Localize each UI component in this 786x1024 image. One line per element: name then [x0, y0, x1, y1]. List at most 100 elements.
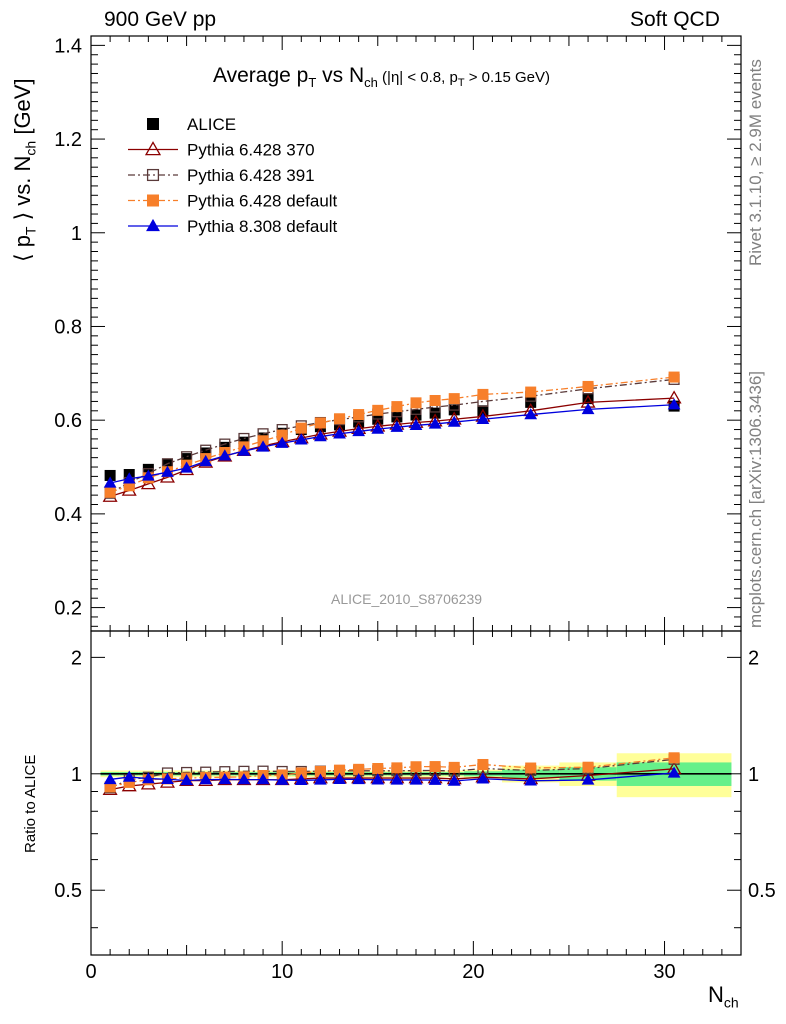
ratio-data-point	[668, 752, 680, 764]
legend-entry: Pythia 6.428 391	[128, 166, 315, 185]
main-data-point	[391, 401, 403, 413]
main-data-point	[525, 396, 537, 408]
main-data-point	[429, 394, 441, 406]
x-axis-label: Nch	[708, 982, 739, 1011]
main-data-point	[333, 427, 346, 439]
ratio-data-point	[525, 762, 537, 774]
ratio-data-point	[447, 774, 461, 786]
main-data-point	[161, 465, 174, 477]
legend-label: Pythia 6.428 default	[187, 192, 338, 211]
x-tick-label: 30	[653, 961, 675, 983]
main-data-point	[199, 454, 213, 467]
main-data-point	[525, 386, 537, 398]
main-data-point	[276, 429, 288, 441]
ratio-data-point	[448, 761, 460, 773]
main-data-point	[582, 380, 594, 392]
ratio-data-point	[180, 773, 193, 786]
header-left: 900 GeV pp	[104, 8, 217, 31]
main-data-point	[256, 440, 270, 452]
main-data-point	[161, 459, 173, 471]
legend-marker	[147, 118, 159, 130]
ratio-data-point	[476, 772, 490, 784]
ratio-data-point	[218, 772, 232, 785]
main-data-point	[477, 388, 489, 400]
main-data-point	[410, 397, 422, 409]
ratio-data-point	[409, 773, 423, 785]
main-data-point	[142, 463, 154, 475]
ratio-data-point	[391, 762, 403, 774]
main-data-point	[275, 436, 289, 448]
main-series-pythia-8-308-default	[103, 398, 681, 488]
ratio-data-point	[428, 773, 442, 785]
axis-ticks	[90, 35, 742, 955]
main-data-point	[352, 424, 366, 437]
main-series-line	[109, 378, 675, 494]
main-data-point	[180, 461, 193, 473]
legend-marker	[146, 168, 160, 182]
main-data-point	[104, 486, 116, 498]
ratio-data-point	[237, 773, 251, 785]
legend-entry: Pythia 6.428 370	[128, 141, 315, 160]
main-data-point	[218, 449, 232, 461]
legend-marker	[147, 194, 159, 207]
main-data-point	[181, 453, 193, 465]
legend-entry: Pythia 6.428 default	[128, 192, 338, 211]
main-data-point	[476, 412, 490, 424]
main-y-tick-label: 1.2	[54, 129, 82, 151]
main-series-pythia-6-428-391	[104, 373, 680, 499]
ratio-data-point	[410, 761, 422, 773]
ratio-data-point	[104, 781, 116, 793]
main-y-tick-label: 0.6	[54, 410, 82, 432]
main-data-point	[200, 447, 212, 459]
ratio-data-point	[295, 767, 307, 779]
main-data-point	[447, 415, 461, 427]
legend-marker	[146, 218, 160, 232]
main-data-point	[314, 417, 326, 429]
ratio-data-point	[581, 773, 595, 785]
ratio-data-point	[352, 772, 366, 785]
ratio-data-point	[334, 764, 346, 776]
ratio-data-point	[103, 772, 117, 785]
main-data-point	[409, 418, 423, 431]
ratio-data-point	[122, 770, 136, 782]
main-data-point	[372, 404, 384, 416]
ratio-data-point	[256, 773, 270, 785]
ratio-data-point	[353, 763, 365, 775]
legend-entry: ALICE	[147, 115, 236, 134]
header-right: Soft QCD	[630, 8, 720, 31]
main-data-point	[390, 420, 404, 432]
legend-entry: Pythia 8.308 default	[128, 217, 338, 236]
main-y-tick-label: 1.4	[54, 35, 82, 57]
x-tick-label: 20	[462, 961, 484, 983]
ratio-series-pythia-8-308-default	[103, 766, 681, 786]
ratio-data-point	[314, 765, 326, 777]
ratio-data-point	[314, 773, 327, 785]
ratio-y-tick-label-right: 0.5	[748, 880, 776, 902]
chart-title: Average pT vs Nch (|η| < 0.8, pT > 0.15 …	[213, 64, 551, 91]
main-data-point	[294, 433, 308, 445]
ratio-y-tick-label-right: 2	[748, 647, 759, 669]
ratio-data-point	[390, 773, 404, 785]
legend-marker	[144, 141, 162, 156]
main-data-point	[668, 371, 680, 383]
legend-label: Pythia 6.428 370	[187, 141, 315, 160]
main-data-point	[104, 469, 116, 481]
main-data-point	[448, 393, 460, 405]
main-data-point	[237, 444, 251, 456]
main-data-point	[353, 409, 365, 421]
main-data-point	[122, 472, 136, 484]
ratio-data-point	[294, 773, 308, 786]
main-data-point	[295, 422, 307, 434]
ratio-data-point	[161, 772, 174, 784]
legend-label: ALICE	[187, 115, 236, 134]
main-data-point	[123, 480, 135, 492]
ratio-y-tick-label-left: 1	[71, 764, 82, 786]
ratio-y-tick-label-left: 2	[71, 647, 82, 669]
main-data-point	[103, 476, 117, 488]
legend-label: Pythia 6.428 391	[187, 166, 315, 185]
x-tick-label: 10	[271, 961, 293, 983]
ratio-data-point	[371, 773, 385, 785]
main-y-tick-label: 0.4	[54, 504, 82, 526]
main-data-point	[581, 402, 595, 415]
main-y-tick-label: 1	[71, 223, 82, 245]
